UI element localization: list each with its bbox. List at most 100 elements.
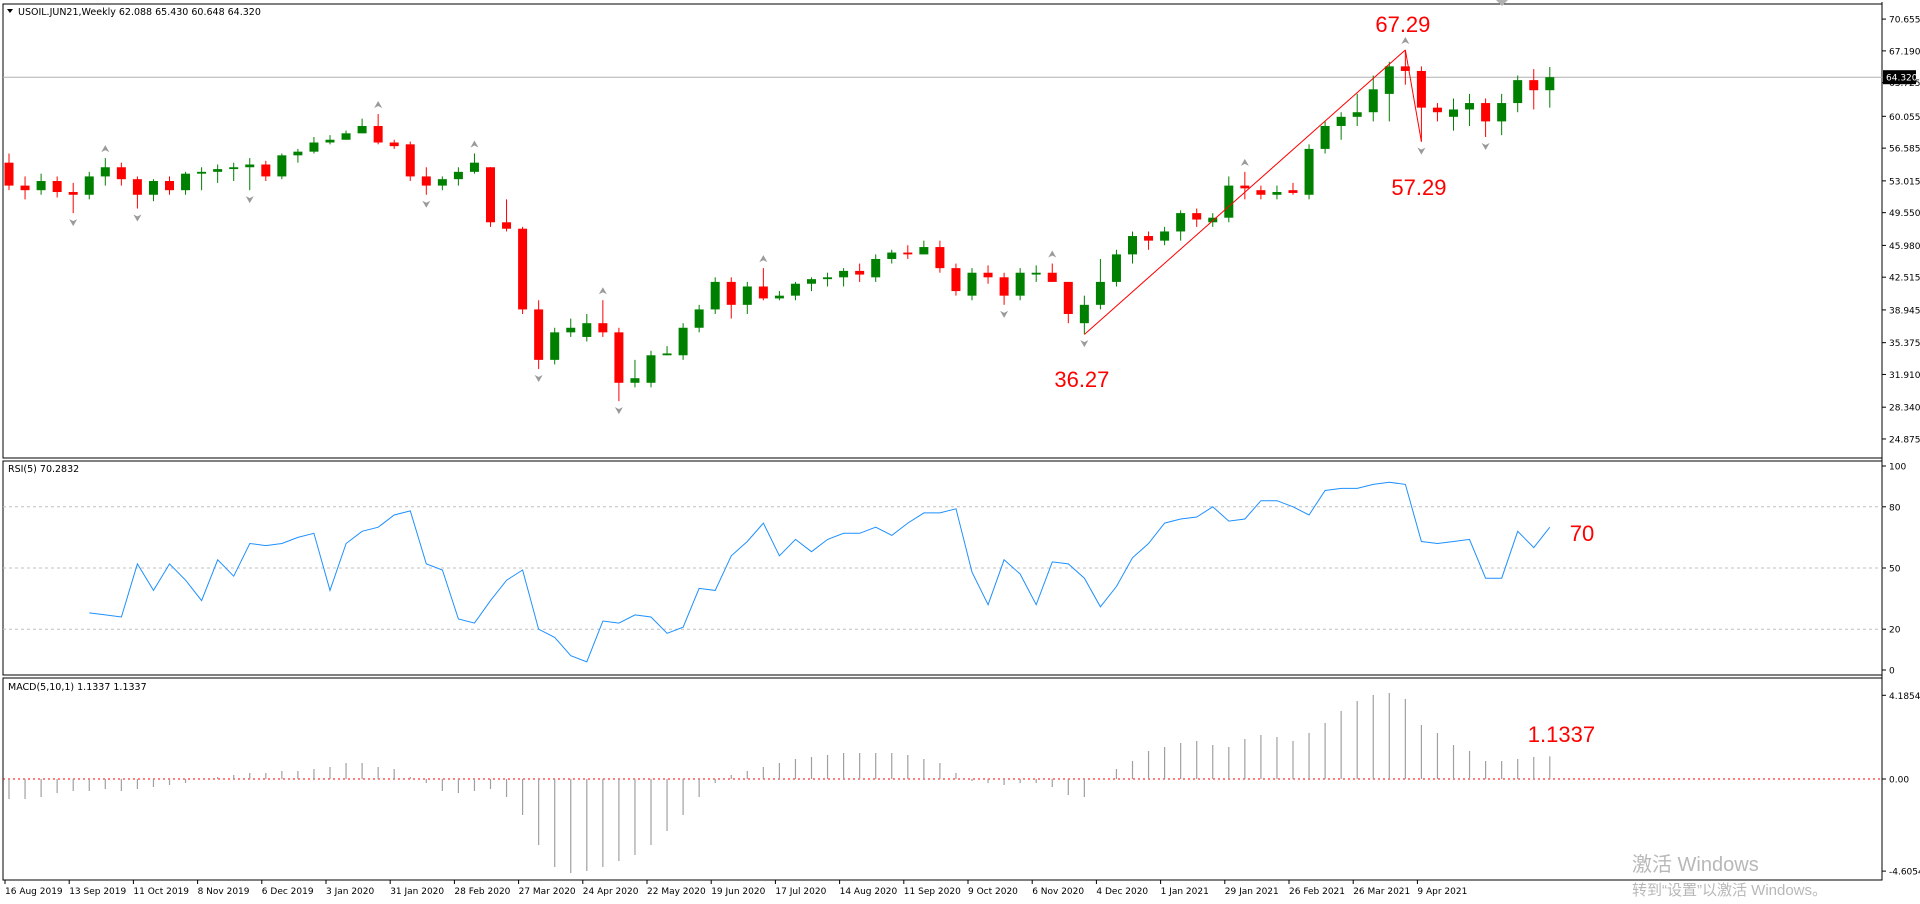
candle-body — [710, 281, 720, 310]
candle-body — [1497, 103, 1507, 122]
candle — [4, 153, 14, 191]
date-tick-label: 9 Oct 2020 — [968, 887, 1018, 897]
candle — [1111, 249, 1121, 287]
date-tick-label: 19 Jun 2020 — [711, 887, 765, 897]
candle — [550, 327, 560, 365]
candle — [935, 240, 945, 273]
candle-body — [871, 258, 881, 278]
candle-body — [935, 247, 945, 269]
candle — [1481, 98, 1491, 137]
price-tick-label: 31.910 — [1889, 371, 1920, 381]
fractal-up-arrow-icon — [101, 145, 110, 153]
rsi-tick-label: 0 — [1889, 667, 1895, 677]
candle-body — [421, 176, 431, 186]
candle — [662, 346, 672, 356]
candle-body — [1432, 107, 1442, 113]
candle-body — [68, 192, 78, 195]
candle-body — [1095, 281, 1105, 305]
candle — [742, 281, 752, 315]
candle-body — [1176, 213, 1186, 232]
candle — [1384, 61, 1394, 122]
candle — [437, 176, 447, 191]
candle-body — [742, 286, 752, 305]
candle — [1368, 75, 1378, 122]
candle-body — [325, 139, 335, 143]
candle — [903, 245, 913, 259]
candle-body — [116, 167, 126, 180]
candle-body — [437, 179, 447, 186]
candle-body — [1015, 272, 1025, 296]
candle — [983, 265, 993, 284]
date-tick-label: 16 Aug 2019 — [5, 887, 63, 897]
annotation-high: 67.29 — [1375, 12, 1430, 37]
candle-body — [84, 176, 94, 195]
rsi-label: RSI(5) 70.2832 — [8, 464, 79, 475]
candle — [646, 350, 656, 388]
candle — [807, 277, 816, 292]
candle-body — [405, 144, 415, 177]
candle-body — [486, 167, 495, 223]
price-tick-label: 56.585 — [1889, 145, 1920, 155]
candle — [1545, 67, 1555, 108]
candle — [1432, 103, 1442, 122]
candle — [1095, 258, 1105, 310]
candle — [421, 167, 431, 195]
candle — [357, 118, 367, 134]
candle-body — [1128, 236, 1137, 255]
price-tick-label: 70.655 — [1889, 16, 1920, 26]
date-tick-label: 26 Feb 2021 — [1289, 887, 1345, 897]
macd-tick-label: 0.00 — [1889, 776, 1909, 786]
date-tick-label: 17 Jul 2020 — [775, 887, 826, 897]
date-tick-label: 4 Dec 2020 — [1096, 887, 1148, 897]
candle-body — [132, 179, 142, 195]
candle — [1047, 263, 1057, 282]
windows-activation-watermark: 激活 Windows 转到“设置”以激活 Windows。 — [1632, 854, 1828, 899]
candle-body — [903, 252, 913, 255]
trend-line-down — [1404, 49, 1422, 142]
candle-body — [1272, 192, 1282, 195]
candle-body — [1416, 70, 1426, 108]
candle-body — [1368, 89, 1378, 113]
candle-body — [213, 169, 223, 172]
fractal-up-arrow-icon — [1240, 158, 1249, 166]
candle — [1465, 93, 1475, 126]
candle-body — [148, 181, 158, 195]
candle — [774, 291, 784, 301]
candle — [999, 272, 1009, 305]
price-tick-label: 42.515 — [1889, 274, 1920, 284]
candle — [325, 135, 335, 145]
candle-body — [983, 272, 993, 278]
candle-body — [1481, 103, 1491, 122]
candle-body — [550, 332, 560, 360]
fractal-down-arrow-icon — [245, 196, 254, 204]
chart-header-text: USOIL.JUN21,Weekly 62.088 65.430 60.648 … — [18, 7, 261, 18]
candle — [1529, 69, 1539, 110]
date-tick-label: 11 Sep 2020 — [904, 887, 961, 897]
fractal-down-arrow-icon — [69, 219, 78, 227]
candle — [1400, 49, 1410, 85]
price-tick-label: 38.945 — [1889, 306, 1920, 316]
candle-body — [678, 327, 688, 356]
candle — [839, 268, 849, 287]
current-price-label: 64.320 — [1886, 74, 1918, 84]
price-tick-label: 49.550 — [1889, 209, 1920, 219]
candle — [1336, 112, 1346, 140]
candle-body — [100, 167, 110, 177]
candle — [341, 130, 351, 140]
candle-body — [1449, 109, 1458, 117]
candle — [1288, 182, 1298, 195]
fractal-down-arrow-icon — [1000, 310, 1009, 318]
candle-body — [373, 125, 383, 143]
date-tick-label: 11 Oct 2019 — [133, 887, 189, 897]
rsi-tick-label: 50 — [1889, 565, 1901, 575]
candle — [502, 199, 512, 232]
candle — [277, 153, 287, 180]
candle-body — [1192, 213, 1202, 220]
fractal-down-arrow-icon — [1417, 147, 1426, 155]
candle-body — [1465, 103, 1475, 110]
candle-body — [389, 142, 399, 147]
price-tick-label: 67.190 — [1889, 47, 1920, 57]
candle-body — [165, 181, 174, 191]
candle — [1224, 176, 1234, 223]
candle-body — [1545, 77, 1555, 91]
